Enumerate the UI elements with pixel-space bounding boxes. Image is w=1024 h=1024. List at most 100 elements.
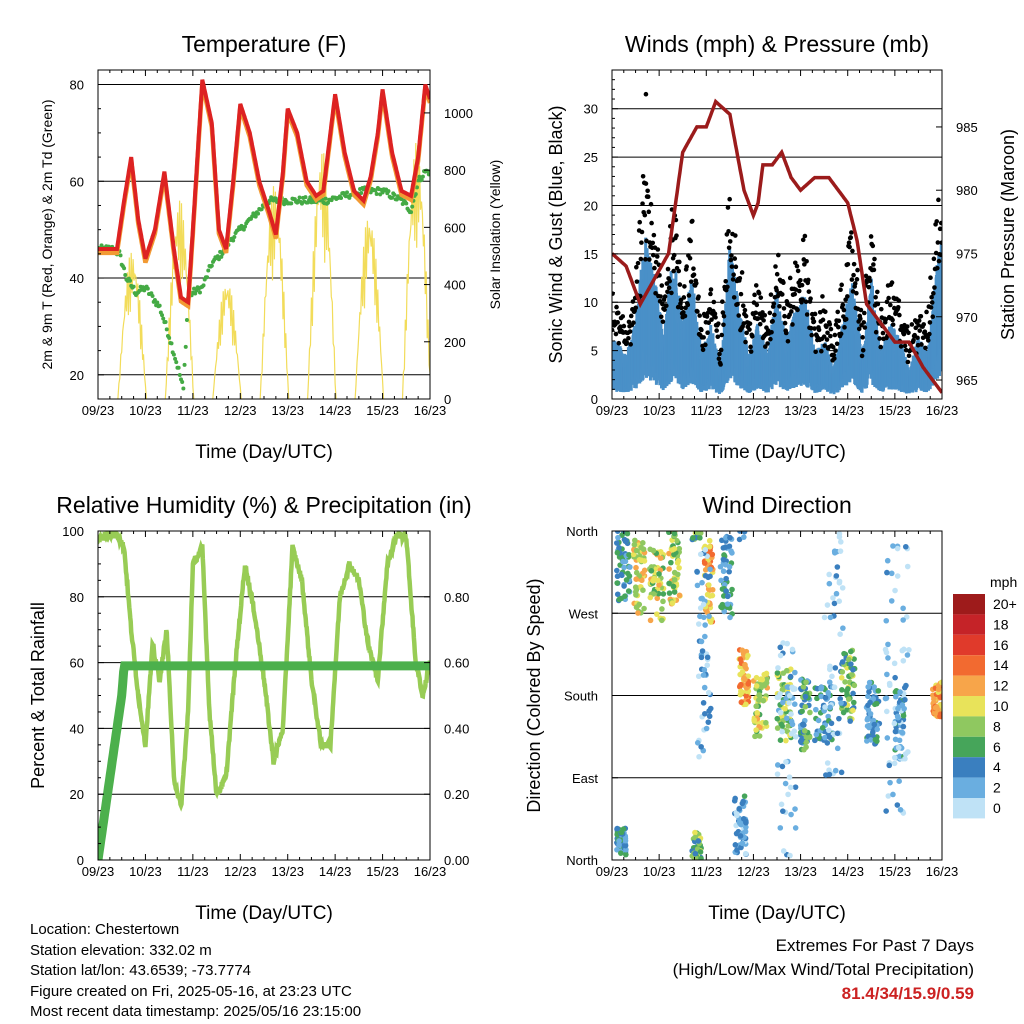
direction-point <box>873 700 880 707</box>
panel-title: Winds (mph) & Pressure (mb) <box>625 31 929 57</box>
direction-point <box>783 715 790 722</box>
direction-point <box>777 691 783 697</box>
gust-point <box>880 330 886 336</box>
direction-point <box>895 705 901 712</box>
direction-point <box>698 595 704 602</box>
direction-point <box>751 717 758 723</box>
direction-point <box>865 684 871 690</box>
gust-point <box>667 278 673 284</box>
direction-point <box>938 679 942 686</box>
direction-point <box>694 740 701 746</box>
direction-point <box>884 735 891 741</box>
direction-point <box>633 592 639 598</box>
gust-point <box>863 273 869 279</box>
gust-point <box>752 292 757 298</box>
direction-point <box>814 695 820 702</box>
direction-point <box>666 550 672 557</box>
x-tick-label: 10/23 <box>643 864 676 879</box>
direction-point <box>666 590 673 596</box>
gust-point <box>753 310 758 316</box>
direction-point <box>720 568 727 575</box>
direction-point <box>826 580 833 587</box>
direction-point <box>657 555 664 561</box>
direction-point <box>739 647 746 654</box>
gust-point <box>774 271 780 277</box>
direction-point <box>702 633 708 640</box>
gust-point <box>845 261 851 267</box>
gust-point <box>680 309 686 315</box>
y-axis-label: 2m & 9m T (Red, Orange) & 2m Td (Green) <box>39 100 55 370</box>
direction-point <box>754 710 760 716</box>
direction-point <box>774 725 781 731</box>
x-tick-label: 12/23 <box>737 403 770 418</box>
direction-point <box>650 591 657 597</box>
y-axis-label: Direction (Colored By Speed) <box>524 578 544 812</box>
direction-point <box>752 733 758 740</box>
direction-point <box>786 774 793 780</box>
dewpoint-point <box>386 189 391 194</box>
direction-point <box>838 674 845 681</box>
dewpoint-point <box>390 195 395 200</box>
gust-point <box>820 317 826 323</box>
y-tick-label: 15 <box>584 247 598 262</box>
gust-point <box>700 347 706 353</box>
direction-point <box>802 703 809 710</box>
panel-2: Winds (mph) & Pressure (mb) 09/23 10/23 11/… <box>546 31 1018 463</box>
direction-point <box>632 537 638 544</box>
direction-point <box>937 711 942 717</box>
gust-point <box>847 244 852 250</box>
extremes-summary: Extremes For Past 7 Days (High/Low/Max W… <box>673 934 974 1006</box>
gust-point <box>669 290 674 296</box>
gust-point <box>856 326 862 332</box>
gust-point <box>665 266 671 272</box>
direction-point <box>782 705 788 712</box>
gust-point <box>719 332 725 338</box>
direction-point <box>622 538 629 545</box>
direction-point <box>704 654 711 661</box>
gust-point <box>860 347 866 353</box>
direction-point <box>739 800 746 807</box>
gust-point <box>932 285 937 290</box>
gust-point <box>929 295 934 300</box>
gust-point <box>825 330 830 336</box>
y-tick-label: East <box>572 771 598 786</box>
direction-point <box>896 778 902 785</box>
gust-point <box>808 325 814 331</box>
x-tick-label: 15/23 <box>366 403 399 418</box>
direction-point <box>777 825 784 831</box>
gust-point <box>720 310 726 315</box>
gust-point <box>723 279 729 284</box>
gust-point <box>695 309 700 314</box>
direction-point <box>802 693 809 700</box>
direction-point <box>723 534 729 541</box>
direction-point <box>742 676 748 683</box>
dewpoint-point <box>173 356 178 361</box>
dewpoint-point <box>167 335 172 340</box>
direction-point <box>739 840 746 847</box>
legend-swatch <box>953 614 985 635</box>
direction-point <box>787 852 793 859</box>
direction-point <box>885 641 891 648</box>
gust-point <box>936 258 942 264</box>
direction-point <box>636 557 643 563</box>
direction-point <box>902 543 909 550</box>
gust-point <box>769 329 774 335</box>
gust-point <box>806 277 811 283</box>
y2-tick-label: 980 <box>956 183 978 198</box>
gust-point <box>804 312 810 317</box>
direction-point <box>671 551 677 558</box>
direction-point <box>819 724 826 731</box>
gust-point <box>662 307 667 312</box>
legend-swatch <box>953 594 985 615</box>
gust-point <box>716 321 721 326</box>
gust-point <box>890 317 895 323</box>
gust-point <box>748 349 754 354</box>
direction-point <box>775 665 781 671</box>
direction-point <box>777 652 784 659</box>
direction-point <box>865 693 871 700</box>
gust-point <box>699 327 704 333</box>
gust-point <box>767 310 773 316</box>
plot-area <box>613 531 942 860</box>
gust-point <box>630 299 636 304</box>
direction-point <box>900 657 907 664</box>
